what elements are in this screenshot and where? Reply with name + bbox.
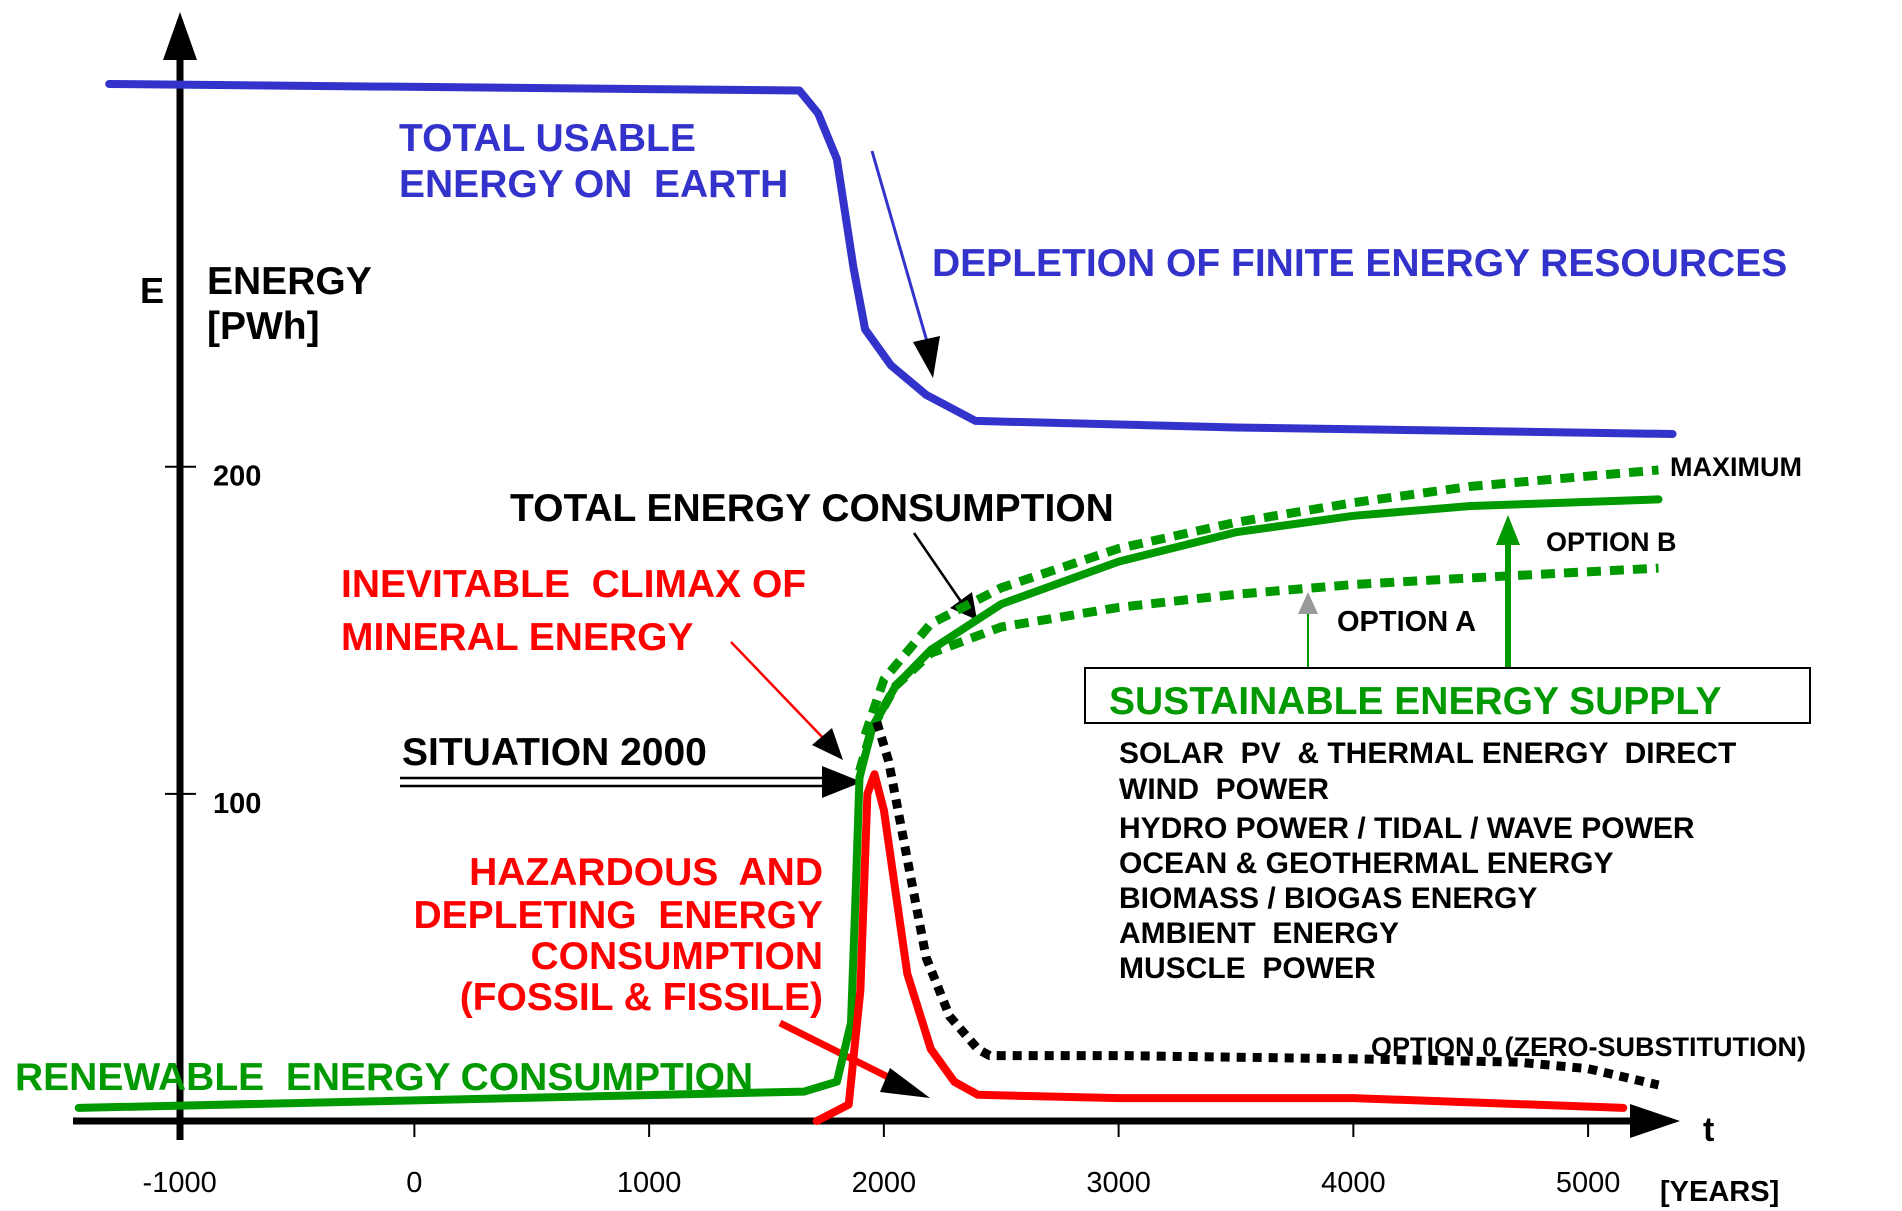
annotation: OCEAN & GEOTHERMAL ENERGY — [1119, 847, 1614, 880]
annotation: INEVITABLE CLIMAX OF — [341, 563, 806, 606]
climax-arrow — [730, 641, 826, 741]
annotation: DEPLETING ENERGY — [413, 894, 823, 937]
annotation: MAXIMUM — [1670, 452, 1802, 482]
depletion-arrow-head — [913, 336, 940, 378]
series-line — [105, 80, 1677, 438]
x-unit-label: [YEARS] — [1660, 1176, 1779, 1208]
series-line — [855, 495, 1663, 782]
y-axis-arrow — [163, 12, 197, 60]
annotation: AMBIENT ENERGY — [1119, 917, 1399, 950]
annotation: RENEWABLE ENERGY CONSUMPTION — [15, 1056, 753, 1099]
annotation: TOTAL ENERGY CONSUMPTION — [510, 487, 1114, 530]
x-tick-label: 5000 — [1556, 1167, 1621, 1199]
x-tick-label: 1000 — [617, 1167, 682, 1199]
annotation: MUSCLE POWER — [1119, 952, 1376, 985]
annotation: HAZARDOUS AND — [469, 851, 823, 894]
series-line — [74, 773, 864, 1112]
annotation: OPTION A — [1337, 606, 1476, 638]
annotation: WIND POWER — [1119, 773, 1329, 806]
y-axis-symbol: E — [140, 270, 164, 311]
depletion-arrow — [870, 150, 930, 346]
annotation: SOLAR PV & THERMAL ENERGY DIRECT — [1119, 737, 1736, 770]
annotation: HYDRO POWER / TIDAL / WAVE POWER — [1119, 812, 1695, 845]
x-axis-label: t — [1703, 1111, 1714, 1149]
annotation: SUSTAINABLE ENERGY SUPPLY — [1109, 680, 1722, 723]
annotation: DEPLETION OF FINITE ENERGY RESOURCES — [932, 242, 1787, 285]
series-line — [855, 563, 1659, 773]
consumption-arrow — [912, 532, 964, 604]
option-a-arrow-head — [1298, 592, 1318, 614]
y-axis-label: [PWh] — [207, 305, 320, 348]
series-line — [812, 770, 1628, 1125]
y-axis-label: ENERGY — [207, 260, 372, 303]
annotation: OPTION B — [1546, 527, 1677, 557]
x-tick-label: 3000 — [1086, 1167, 1151, 1199]
annotation: MINERAL ENERGY — [341, 616, 694, 659]
y-tick-label: 200 — [213, 461, 261, 493]
supply-box — [1084, 667, 1811, 724]
annotation: OPTION 0 (ZERO-SUBSTITUTION) — [1371, 1032, 1806, 1062]
option-b-arrow-head — [1496, 515, 1520, 545]
annotation: TOTAL USABLE — [399, 117, 696, 160]
annotation: ENERGY ON EARTH — [399, 163, 788, 206]
x-tick-label: -1000 — [143, 1167, 217, 1199]
annotation: CONSUMPTION — [531, 935, 824, 978]
series-line — [860, 465, 1659, 737]
climax-arrow-head — [812, 728, 843, 760]
x-tick-label: 0 — [406, 1167, 422, 1199]
annotation: BIOMASS / BIOGAS ENERGY — [1119, 882, 1537, 915]
situation-arrow-head — [822, 766, 862, 798]
x-tick-label: 4000 — [1321, 1167, 1386, 1199]
annotation: SITUATION 2000 — [402, 731, 707, 774]
y-tick-label: 100 — [213, 788, 261, 820]
x-axis-arrow — [1630, 1104, 1680, 1138]
hazard-arrow-head — [880, 1068, 930, 1098]
x-tick-label: 2000 — [852, 1167, 917, 1199]
annotation: (FOSSIL & FISSILE) — [460, 976, 823, 1019]
